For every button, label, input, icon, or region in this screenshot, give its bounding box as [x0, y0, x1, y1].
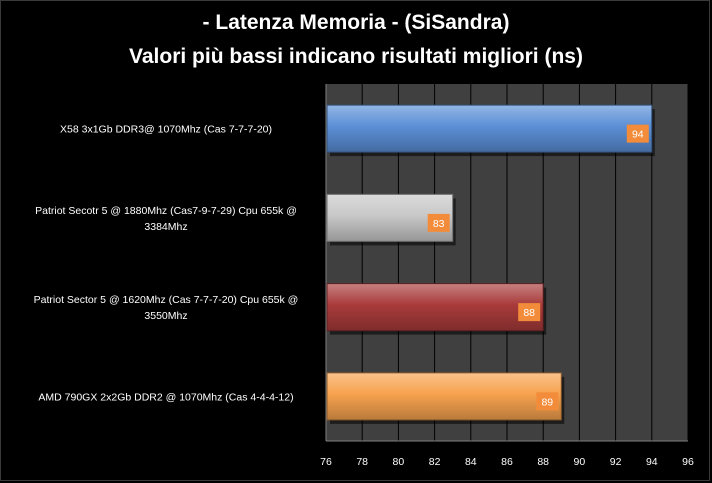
category-label-line: X58 3x1Gb DDR3@ 1070Mhz (Cas 7-7-7-20)	[60, 124, 272, 136]
category-label: Patriot Secotr 5 @ 1880Mhz (Cas7-9-7-29)…	[35, 205, 297, 233]
category-label: Patriot Sector 5 @ 1620Mhz (Cas 7-7-7-20…	[34, 294, 299, 322]
x-tick-label: 76	[320, 456, 332, 468]
value-label-box	[427, 213, 450, 232]
value-label: 94	[632, 129, 644, 141]
bar	[326, 372, 562, 421]
category-label-line: 3550Mhz	[144, 310, 187, 322]
value-label: 88	[523, 307, 535, 319]
x-tick-label: 88	[537, 456, 549, 468]
x-tick-label: 94	[646, 456, 658, 468]
category-label-line: 3384Mhz	[144, 221, 187, 233]
category-label: AMD 790GX 2x2Gb DDR2 @ 1070Mhz (Cas 4-4-…	[38, 391, 293, 403]
value-label: 89	[541, 396, 553, 408]
value-label-box	[518, 303, 541, 322]
chart-subtitle: Valori più bassi indicano risultati migl…	[129, 45, 583, 68]
category-label-line: Patriot Secotr 5 @ 1880Mhz (Cas7-9-7-29)…	[35, 205, 297, 217]
bar	[326, 104, 653, 153]
category-label-line: Patriot Sector 5 @ 1620Mhz (Cas 7-7-7-20…	[34, 294, 299, 306]
x-tick-label: 92	[610, 456, 622, 468]
x-tick-label: 96	[682, 456, 694, 468]
x-tick-label: 82	[429, 456, 441, 468]
chart-title: - Latenza Memoria - (SiSandra)	[202, 11, 510, 34]
bar	[326, 283, 544, 332]
category-label-line: AMD 790GX 2x2Gb DDR2 @ 1070Mhz (Cas 4-4-…	[38, 391, 293, 403]
x-tick-label: 86	[501, 456, 513, 468]
x-tick-label: 78	[356, 456, 368, 468]
value-label-box	[536, 392, 559, 411]
x-tick-label: 84	[465, 456, 477, 468]
value-label: 83	[433, 218, 445, 230]
value-label-box	[626, 124, 649, 143]
category-label: X58 3x1Gb DDR3@ 1070Mhz (Cas 7-7-7-20)	[60, 124, 272, 136]
x-tick-label: 80	[393, 456, 405, 468]
x-tick-label: 90	[574, 456, 586, 468]
